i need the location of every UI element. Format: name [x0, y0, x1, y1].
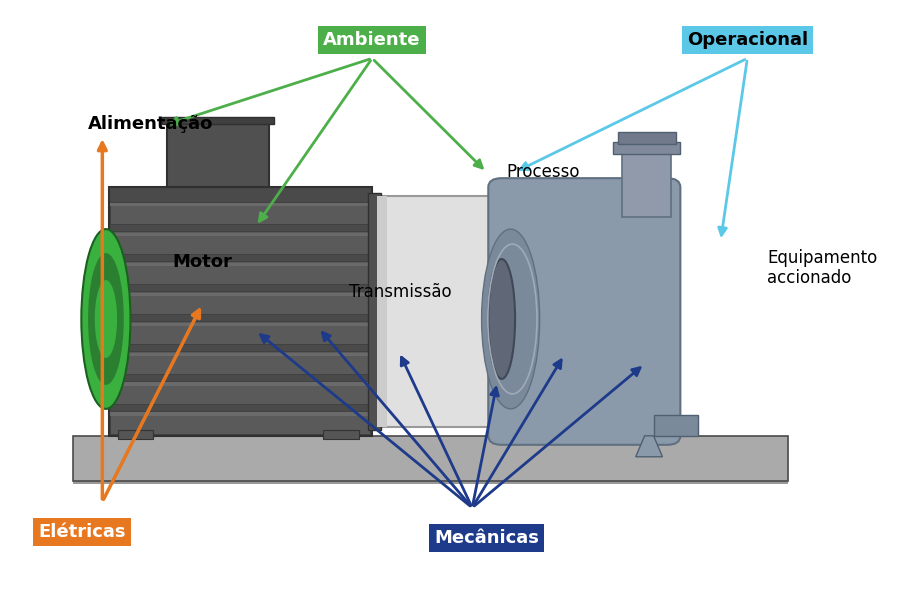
Text: Motor: Motor	[172, 253, 232, 271]
FancyBboxPatch shape	[109, 187, 372, 436]
FancyBboxPatch shape	[111, 323, 371, 326]
Text: Equipamento
accionado: Equipamento accionado	[767, 249, 877, 287]
FancyBboxPatch shape	[377, 196, 506, 427]
FancyBboxPatch shape	[111, 411, 371, 434]
FancyBboxPatch shape	[111, 203, 371, 206]
FancyBboxPatch shape	[488, 178, 680, 445]
FancyBboxPatch shape	[377, 196, 388, 427]
FancyBboxPatch shape	[118, 430, 153, 439]
FancyBboxPatch shape	[167, 124, 269, 187]
FancyBboxPatch shape	[72, 436, 787, 481]
FancyBboxPatch shape	[368, 193, 381, 430]
FancyBboxPatch shape	[618, 132, 676, 144]
Text: Operacional: Operacional	[687, 31, 808, 49]
Text: Ambiente: Ambiente	[323, 31, 421, 49]
Ellipse shape	[82, 229, 130, 409]
Ellipse shape	[488, 259, 516, 379]
FancyBboxPatch shape	[111, 202, 371, 225]
FancyBboxPatch shape	[111, 261, 371, 284]
FancyBboxPatch shape	[111, 262, 371, 266]
FancyBboxPatch shape	[323, 430, 359, 439]
FancyBboxPatch shape	[111, 412, 371, 416]
Polygon shape	[636, 436, 662, 457]
FancyBboxPatch shape	[72, 475, 787, 484]
FancyBboxPatch shape	[622, 148, 671, 217]
FancyBboxPatch shape	[111, 293, 371, 296]
Ellipse shape	[88, 253, 124, 385]
FancyBboxPatch shape	[111, 232, 371, 254]
FancyBboxPatch shape	[111, 291, 371, 314]
FancyBboxPatch shape	[111, 352, 371, 374]
FancyBboxPatch shape	[111, 381, 371, 404]
FancyBboxPatch shape	[111, 382, 371, 386]
Text: Processo: Processo	[506, 163, 580, 181]
Ellipse shape	[95, 280, 117, 358]
FancyBboxPatch shape	[111, 233, 371, 236]
Text: Transmissão: Transmissão	[350, 283, 452, 301]
Ellipse shape	[482, 229, 540, 409]
FancyBboxPatch shape	[111, 321, 371, 344]
FancyBboxPatch shape	[162, 117, 274, 124]
FancyBboxPatch shape	[111, 353, 371, 356]
Text: Elétricas: Elétricas	[38, 523, 126, 541]
Polygon shape	[653, 415, 699, 436]
Text: Alimentação: Alimentação	[88, 115, 214, 133]
FancyBboxPatch shape	[613, 142, 680, 154]
Text: Mecânicas: Mecânicas	[434, 529, 539, 547]
